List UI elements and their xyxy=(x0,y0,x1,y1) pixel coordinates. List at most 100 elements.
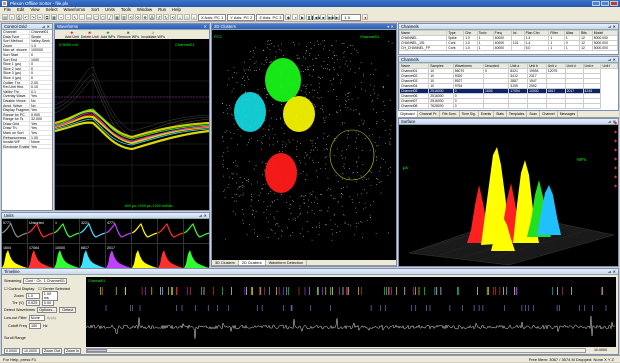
forward-icon[interactable]: ▶▶ xyxy=(327,14,335,20)
copy-icon[interactable]: ⧉ xyxy=(44,14,50,20)
control-grid-value[interactable]: 0 xyxy=(31,52,33,57)
threshold-input[interactable]: 0.025 xyxy=(25,299,40,306)
control-grid-value[interactable]: Yes xyxy=(31,94,37,98)
menu-view[interactable]: View xyxy=(30,7,40,12)
control-grid-row[interactable]: Draw Th. Yes xyxy=(2,126,52,132)
tab-channel[interactable]: Channel xyxy=(540,111,558,117)
remove-wfs-button[interactable]: ✖ Remove WFs xyxy=(117,31,140,39)
zoom-input[interactable]: 1.0 xyxy=(25,292,40,299)
surface-plot[interactable]: µs WFs xyxy=(399,125,618,266)
menu-edit[interactable]: Edit xyxy=(16,7,25,12)
control-grid-value[interactable]: No xyxy=(31,98,36,103)
tab-templates[interactable]: Templates xyxy=(507,111,528,117)
playback-speed-select[interactable]: 1.0 xyxy=(341,13,362,21)
cluster-red[interactable] xyxy=(265,153,297,193)
control-grid-value[interactable]: 2.00 xyxy=(31,80,38,85)
tab-clipboard[interactable]: Clipboard xyxy=(398,111,418,117)
control-grid-row[interactable]: Rel.Unit Hist. 0.10 xyxy=(2,85,52,90)
menu-window[interactable]: Window xyxy=(136,7,153,12)
control-grid-value[interactable]: Valley-Seek xyxy=(31,39,50,43)
range-to-input[interactable]: 10.0000 xyxy=(22,348,40,354)
unit-waveform-thumbnail[interactable]: 5771 xyxy=(2,219,27,243)
control-grid-row[interactable]: Sort Method Valley-Seek xyxy=(2,39,52,44)
zoom-in-button[interactable]: Zoom In xyxy=(63,348,82,354)
cutoff-input[interactable]: 100 xyxy=(28,323,41,329)
z-axis-select[interactable]: Z Axis: PC 3 xyxy=(256,13,285,21)
add-unit-button[interactable]: ✚ Add Unit xyxy=(65,31,79,39)
cluster-icon[interactable]: ⁂ xyxy=(149,14,155,20)
unit-waveform-thumbnail[interactable]: 4771 xyxy=(106,219,131,243)
side-tool-3-icon[interactable]: ◆ xyxy=(613,138,618,143)
unit-histogram-thumbnail[interactable]: 1604 xyxy=(2,244,27,268)
menu-run[interactable]: Run xyxy=(158,7,167,12)
unit-histogram-thumbnail[interactable]: 17064 xyxy=(28,244,53,268)
control-grid-value[interactable]: No xyxy=(31,103,36,108)
apply-button[interactable]: Apply xyxy=(46,316,57,320)
unit-waveform-thumbnail[interactable]: 3221 xyxy=(80,219,105,243)
control-grid-row[interactable]: Data Type Single xyxy=(2,34,52,40)
control-grid-value[interactable]: Yes xyxy=(31,144,37,149)
select-icon[interactable]: ↖ xyxy=(72,14,78,20)
threshold-input-2[interactable]: 0.00 xyxy=(41,299,54,306)
control-grid-value[interactable]: 1000 xyxy=(31,57,39,62)
control-grid-value[interactable]: Channel01 xyxy=(31,30,49,34)
unit-histogram-thumbnail[interactable]: 6817 xyxy=(80,244,105,268)
pin-icon[interactable]: ⊿ ✕ xyxy=(41,24,50,29)
control-grid-row[interactable]: Ampl. Wave No xyxy=(2,103,52,109)
surface-close-icon[interactable]: ⊿ ✕ xyxy=(607,119,616,124)
rotate-z-icon[interactable]: ⟲ xyxy=(170,14,176,20)
unit-histogram-thumbnail[interactable]: 2017 xyxy=(106,244,131,268)
x-axis-select[interactable]: X Axis: PC 1 xyxy=(198,13,227,21)
control-grid-row[interactable]: Refractoriness 1.00 xyxy=(2,135,52,141)
cluster-cyan[interactable] xyxy=(234,92,266,132)
timeline-close-icon[interactable]: ⊿ ✕ xyxy=(607,269,616,274)
unit-waveform-thumbnail[interactable] xyxy=(158,219,183,243)
tab-file-sum-[interactable]: File Sum. xyxy=(440,111,460,117)
control-grid-row[interactable]: Electrode Enable Yes xyxy=(2,144,52,150)
waveforms-close-icon[interactable]: ✕ xyxy=(203,24,207,29)
reset-view-icon[interactable]: ⌂ xyxy=(191,14,197,20)
side-tool-5-icon[interactable]: ◆ xyxy=(613,156,618,161)
line-icon[interactable]: ╱ xyxy=(107,14,113,20)
control-grid-row[interactable]: Range for PC 0.000 xyxy=(2,112,52,118)
tab-2d-clusters[interactable]: 2D Clusters xyxy=(238,260,266,265)
zoom-out-button[interactable]: Zoom Out xyxy=(42,348,62,354)
zoom-in-icon[interactable]: + xyxy=(58,14,64,20)
maximize-button[interactable] xyxy=(601,1,609,6)
side-tool-1-icon[interactable]: ◆ xyxy=(613,120,618,125)
side-tool-6-icon[interactable]: ◆ xyxy=(613,165,618,170)
control-grid-value[interactable]: 100000 xyxy=(31,48,43,52)
control-grid-value[interactable]: 1.0 xyxy=(31,43,36,48)
rotate-right-icon[interactable]: ⟳ xyxy=(135,14,141,20)
3d-icon[interactable]: ◆ xyxy=(285,14,292,20)
rotate-left-icon[interactable]: ⟲ xyxy=(128,14,134,20)
control-grid-row[interactable]: Slice 2 (µs) 0 xyxy=(2,66,52,72)
control-grid-row[interactable]: Slice 3 (µs) 0 xyxy=(2,71,52,76)
side-tool-2-icon[interactable]: ◆ xyxy=(613,129,618,134)
menu-file[interactable]: File xyxy=(4,7,11,12)
units-close-icon[interactable]: ⊿ ✕ xyxy=(198,213,207,218)
control-grid-row[interactable]: Overlay Wave. Yes xyxy=(2,94,52,99)
timeline-scrollbar[interactable] xyxy=(86,348,586,353)
minimize-button[interactable] xyxy=(592,1,600,6)
close-button[interactable] xyxy=(610,1,618,6)
tab-messages[interactable]: Messages xyxy=(558,111,579,117)
grid-icon[interactable]: ▦ xyxy=(114,14,120,20)
menu-tools[interactable]: Tools xyxy=(120,7,131,12)
play-icon[interactable]: ▶ xyxy=(299,14,306,20)
table-row[interactable]: Channel08 7628000 0 xyxy=(398,103,618,109)
redo-icon[interactable]: ↷ xyxy=(30,14,36,20)
perspective-icon[interactable]: ◇ xyxy=(184,14,190,20)
pause-icon[interactable]: ❚❚ xyxy=(306,14,315,20)
control-grid-value[interactable]: 0.000 xyxy=(31,112,40,117)
unit-histogram-thumbnail[interactable] xyxy=(184,244,209,268)
print-icon[interactable]: ⎙ xyxy=(16,14,22,20)
polygon-icon[interactable]: ⬠ xyxy=(100,14,106,20)
control-display-checkbox[interactable]: ☐ Control Display xyxy=(4,287,35,291)
tab-scan[interactable]: Scan xyxy=(527,111,541,117)
control-grid-row[interactable]: Max wf. shown 100000 xyxy=(2,48,52,53)
table-row[interactable]: Channel01 10 56070 0 8421 19594 12075 xyxy=(398,68,618,74)
control-grid-value[interactable]: None xyxy=(31,140,40,144)
cluster-plot[interactable]: PC2 Channel01 xyxy=(212,30,396,260)
control-grid-value[interactable]: Yes xyxy=(31,126,37,131)
